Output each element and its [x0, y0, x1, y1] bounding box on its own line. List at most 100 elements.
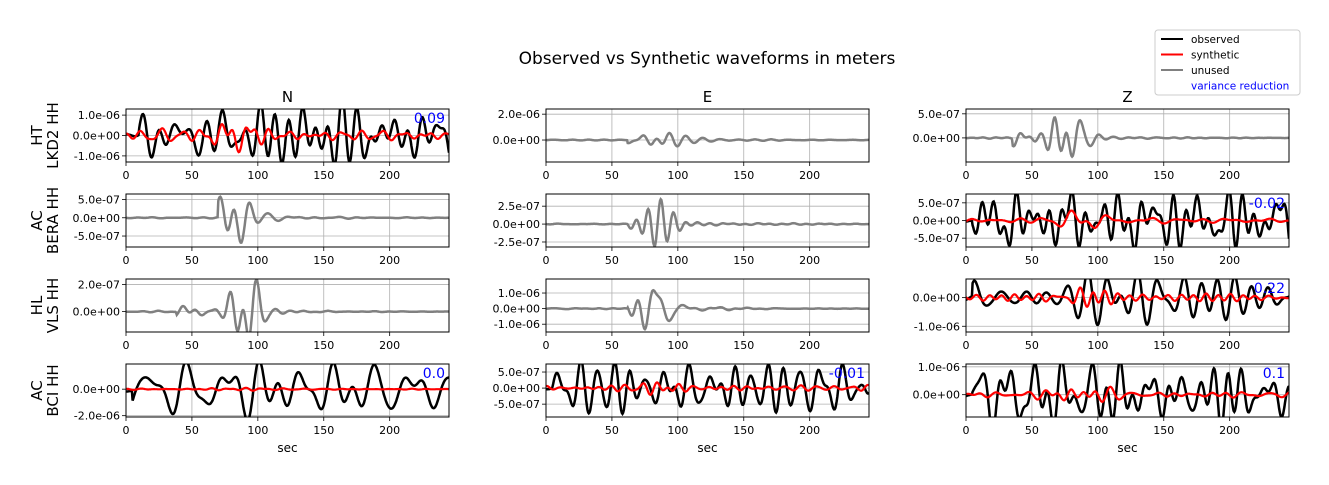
x-tick-label: 100	[1087, 424, 1108, 437]
observed-trace	[966, 194, 1289, 247]
x-tick-label: 200	[1219, 339, 1240, 352]
x-tick-label: 150	[1153, 424, 1174, 437]
legend-label-unused: unused	[1191, 65, 1230, 77]
row-network-label: HL	[28, 295, 46, 315]
x-tick-label: 0	[963, 339, 970, 352]
y-tick-label: 0.0e+00	[493, 382, 540, 395]
panel-r3-c2: 0 50 100 150 200 1.0e-06 0.0e+00 0.1 sec	[913, 361, 1290, 455]
traces	[546, 131, 869, 148]
x-tick-label: 200	[1219, 169, 1240, 182]
traces	[126, 279, 449, 332]
x-tick-label: 200	[379, 424, 400, 437]
panel-r3-c1: 0 50 100 150 200 5.0e-07 0.0e+00 -5.0e-07 -0.01 s…	[493, 363, 870, 455]
axes-frame	[545, 193, 870, 248]
x-tick-label: 0	[963, 424, 970, 437]
traces	[546, 288, 869, 332]
x-tick-label: 50	[185, 169, 199, 182]
y-tick-label: 0.0e+00	[493, 134, 540, 147]
variance-reduction-label: 0.0	[423, 366, 445, 382]
panel-r0-c2: 0 50 100 150 200 5.0e-07 0.0e+00 Z	[913, 88, 1290, 182]
y-tick-label: 0.0e+00	[73, 383, 120, 396]
x-tick-label: 100	[667, 254, 688, 267]
y-tick-label: -5.0e-07	[494, 398, 540, 411]
x-tick-label: 200	[379, 339, 400, 352]
observed-trace	[126, 109, 449, 162]
variance-reduction-label: 0.22	[1254, 281, 1285, 297]
x-tick-label: 200	[1219, 254, 1240, 267]
x-tick-label: 200	[379, 169, 400, 182]
y-tick-label: 2.0e-06	[498, 108, 540, 121]
y-tick-label: 0.0e+00	[73, 212, 120, 225]
x-tick-label: 150	[313, 169, 334, 182]
x-tick-label: 200	[379, 254, 400, 267]
x-tick-label: 150	[313, 424, 334, 437]
unused-trace	[546, 196, 869, 247]
figure-title: Observed vs Synthetic waveforms in meter…	[519, 49, 896, 69]
x-tick-label: 150	[733, 254, 754, 267]
x-tick-label: 50	[1025, 424, 1039, 437]
y-tick-label: 5.0e-07	[918, 108, 960, 121]
y-tick-label: -2.0e-06	[74, 410, 120, 423]
x-tick-label: 100	[667, 424, 688, 437]
y-tick-label: -2.5e-07	[494, 236, 540, 249]
axes-frame	[545, 278, 870, 333]
x-tick-label: 0	[963, 254, 970, 267]
y-tick-label: 0.0e+00	[73, 306, 120, 319]
traces	[126, 364, 449, 417]
x-axis-label: sec	[1117, 441, 1137, 455]
axes-frame	[965, 363, 1290, 418]
legend-label-variance-reduction: variance reduction	[1191, 81, 1289, 93]
panel-r1-c2: 0 50 100 150 200 5.0e-07 0.0e+00 -5.0e-07 -0.02	[913, 193, 1290, 267]
x-tick-label: 100	[667, 339, 688, 352]
x-tick-label: 100	[1087, 339, 1108, 352]
column-title: N	[282, 88, 293, 106]
traces	[966, 194, 1289, 247]
x-tick-label: 50	[185, 254, 199, 267]
x-tick-label: 100	[247, 424, 268, 437]
x-tick-label: 200	[799, 339, 820, 352]
x-tick-label: 50	[1025, 169, 1039, 182]
traces	[546, 364, 869, 417]
variance-reduction-label: -0.02	[1249, 196, 1285, 212]
x-tick-label: 50	[1025, 339, 1039, 352]
axes-frame	[965, 193, 1290, 248]
y-tick-label: 1.0e-06	[498, 287, 540, 300]
y-tick-label: -1.0e-06	[914, 320, 960, 333]
row-station-label: BERA HH	[44, 187, 62, 254]
synthetic-trace	[966, 209, 1289, 230]
x-tick-label: 200	[799, 254, 820, 267]
row-network-label: AC	[28, 380, 46, 400]
y-tick-label: 1.0e-06	[78, 109, 120, 122]
x-tick-label: 100	[1087, 169, 1108, 182]
y-tick-label: 0.0e+00	[73, 130, 120, 143]
y-tick-label: -5.0e-07	[914, 232, 960, 245]
x-tick-label: 0	[123, 339, 130, 352]
panel-r0-c0: 0 50 100 150 200 1.0e-06 0.0e+00 -1.0e-06 0.09 N H…	[28, 88, 450, 182]
x-tick-label: 50	[605, 424, 619, 437]
x-tick-label: 150	[733, 339, 754, 352]
column-title: Z	[1122, 88, 1132, 106]
variance-reduction-label: -0.01	[829, 366, 865, 382]
unused-trace	[546, 288, 869, 332]
y-tick-label: 0.0e+00	[913, 292, 960, 305]
y-tick-label: 0.0e+00	[493, 303, 540, 316]
x-tick-label: 0	[543, 254, 550, 267]
row-network-label: HT	[28, 124, 46, 145]
x-tick-label: 0	[123, 254, 130, 267]
traces	[966, 279, 1289, 327]
y-tick-label: -1.0e-06	[494, 318, 540, 331]
y-tick-label: 5.0e-07	[78, 193, 120, 206]
row-network-label: AC	[28, 210, 46, 230]
x-tick-label: 150	[1153, 169, 1174, 182]
row-station-label: BCI HH	[44, 364, 62, 416]
x-tick-label: 200	[799, 424, 820, 437]
observed-trace	[546, 364, 869, 417]
x-tick-label: 100	[1087, 254, 1108, 267]
x-tick-label: 150	[1153, 339, 1174, 352]
x-tick-label: 200	[1219, 424, 1240, 437]
x-tick-label: 50	[605, 169, 619, 182]
x-tick-label: 150	[1153, 254, 1174, 267]
panel-r2-c1: 0 50 100 150 200 1.0e-06 0.0e+00 -1.0e-06	[493, 278, 870, 352]
